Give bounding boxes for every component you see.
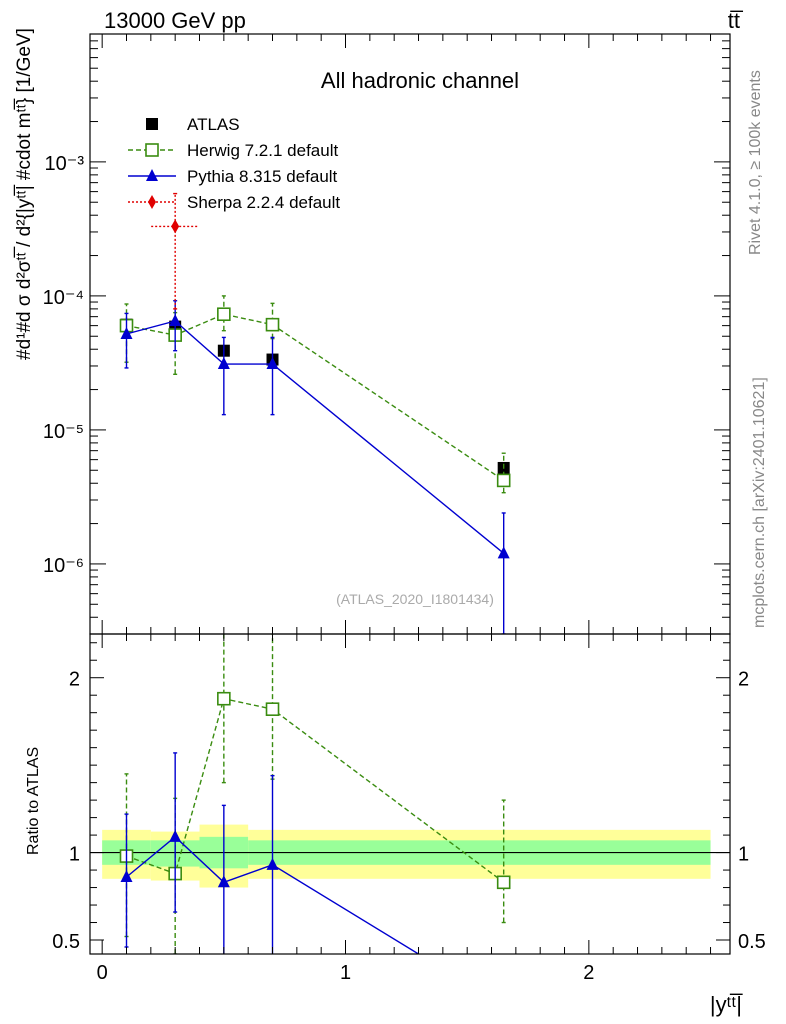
y-tick-label: 10⁻⁵	[43, 421, 84, 443]
x-tick-label: 0	[97, 962, 108, 984]
legend-label: Pythia 8.315 default	[187, 167, 338, 186]
main-y-axis-label: #d¹#d σ d²σᵗᵗ̅ / d²{|yᵗᵗ̅| #cdot mᵗᵗ̅} […	[14, 28, 35, 360]
y-tick-label: 1	[69, 844, 80, 866]
legend-marker	[145, 143, 159, 157]
process-label: tt̅	[728, 8, 744, 33]
energy-label: 13000 GeV pp	[104, 8, 246, 33]
ratio-point	[265, 702, 280, 716]
data-point	[266, 357, 279, 370]
data-point	[217, 357, 230, 370]
legend-marker	[146, 169, 158, 181]
y-tick-label: 2	[69, 669, 80, 691]
ratio-point	[217, 875, 230, 888]
legend-label: Herwig 7.2.1 default	[187, 141, 338, 160]
analysis-id: (ATLAS_2020_I1801434)	[336, 591, 494, 607]
legend: ATLAS Herwig 7.2.1 default Pythia 8.315 de…	[128, 115, 340, 212]
y-tick-label: 1	[738, 844, 749, 866]
legend-marker	[146, 118, 158, 130]
ratio-point	[217, 691, 231, 706]
ratio-point	[266, 857, 279, 870]
x-tick-label: 2	[583, 962, 594, 984]
data-point	[265, 317, 280, 332]
ratio-point	[496, 875, 511, 890]
rivet-label: Rivet 4.1.0, ≥ 100k events	[747, 70, 764, 255]
mcplots-label: mcplots.cern.ch [arXiv:2401.10621]	[751, 377, 768, 628]
y-tick-label: 10⁻³	[45, 153, 85, 175]
ratio-panel: 0 1 2 0.5 0.5 1 1 2 2 Ratio to ATLAS |yᵗᵗ̅|	[25, 633, 766, 1017]
y-tick-label: 10⁻⁴	[43, 287, 84, 309]
data-point	[497, 546, 510, 559]
ratio-point	[169, 829, 182, 842]
main-panel: 10⁻⁶ 10⁻⁵ 10⁻⁴ 10⁻³ All hadronic channel (A…	[14, 28, 731, 635]
legend-label: ATLAS	[187, 115, 240, 134]
ratio-point	[120, 870, 133, 883]
x-axis-label: |yᵗᵗ̅|	[710, 992, 743, 1017]
main-title: All hadronic channel	[321, 68, 519, 93]
legend-marker	[148, 195, 156, 209]
data-point	[496, 473, 511, 488]
data-point	[171, 219, 180, 234]
data-point	[217, 307, 231, 322]
data-point	[169, 313, 182, 326]
y-tick-label: 0.5	[738, 931, 766, 953]
x-tick-label: 1	[340, 962, 351, 984]
series-line	[126, 320, 505, 554]
y-tick-label: 2	[738, 669, 749, 691]
y-tick-label: 0.5	[52, 931, 80, 953]
data-point	[120, 326, 133, 339]
series-line	[126, 313, 505, 481]
legend-label: Sherpa 2.2.4 default	[187, 193, 340, 212]
y-tick-label: 10⁻⁶	[43, 555, 84, 577]
ratio-y-axis-label: Ratio to ATLAS	[25, 747, 42, 855]
